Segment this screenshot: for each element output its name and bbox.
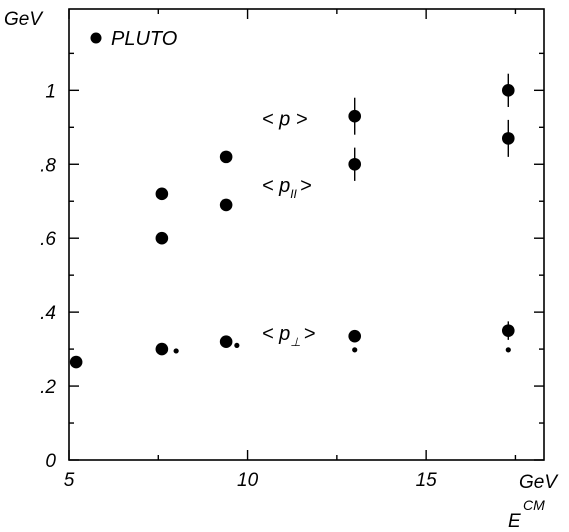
data-point — [501, 84, 515, 97]
data-point-small — [352, 347, 358, 353]
y-tick-label: .8 — [40, 155, 56, 176]
series-label-close: > — [304, 323, 316, 345]
series-label-main: < p > — [262, 108, 308, 130]
x-tick-label: 10 — [237, 470, 259, 491]
data-point — [348, 329, 362, 343]
data-point — [219, 150, 233, 164]
series-label: < pII > — [262, 175, 312, 201]
series-label: < p > — [262, 108, 308, 130]
data-point — [501, 132, 515, 145]
data-point — [69, 355, 83, 369]
legend-label-pluto: PLUTO — [111, 28, 177, 50]
x-unit-label: GeV — [519, 472, 559, 493]
data-point — [348, 109, 362, 123]
y-tick-label: 1 — [45, 81, 56, 102]
data-point — [155, 342, 169, 356]
data-point — [155, 231, 169, 245]
data-point — [348, 157, 362, 171]
y-tick-label: .4 — [40, 303, 56, 324]
y-tick-label: .2 — [40, 377, 56, 398]
data-point — [219, 198, 233, 212]
series-label-main: < p — [262, 175, 290, 197]
data-point — [155, 187, 169, 201]
data-point — [501, 324, 515, 337]
x-axis-label: E — [508, 511, 521, 532]
data-point — [219, 335, 233, 349]
series-label-subscript: ⊥ — [290, 335, 300, 349]
series-label: < p⊥ > — [262, 323, 316, 349]
y-tick-label: .6 — [40, 229, 56, 250]
series-label-main: < p — [262, 323, 290, 345]
x-tick-label: 5 — [64, 470, 75, 491]
y-axis-label: GeV — [4, 9, 44, 30]
series-label-subscript: II — [290, 187, 297, 201]
y-tick-label: 0 — [45, 451, 56, 472]
plot-frame — [68, 8, 545, 461]
series-label-close: > — [300, 175, 312, 197]
data-point-small — [505, 347, 511, 353]
x-axis-label-superscript: CM — [523, 497, 545, 513]
x-tick-label: 15 — [416, 470, 438, 491]
data-point-small — [173, 348, 179, 354]
data-point-small — [234, 342, 240, 349]
legend-marker — [90, 32, 102, 44]
